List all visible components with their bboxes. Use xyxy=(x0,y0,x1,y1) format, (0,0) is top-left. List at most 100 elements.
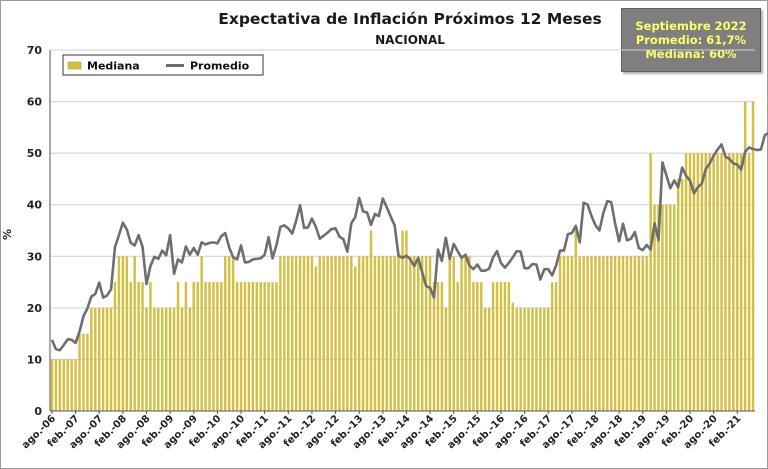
median-bar xyxy=(535,307,538,411)
median-bar xyxy=(598,256,601,411)
median-bar xyxy=(420,256,424,411)
x-axis-ticks: ago.-06feb.-07ago.-07feb.-08ago.-08feb.-… xyxy=(20,411,743,451)
median-bar xyxy=(279,256,282,411)
median-bar xyxy=(554,282,558,411)
median-bar xyxy=(239,282,243,411)
median-bar xyxy=(389,256,392,411)
median-bar xyxy=(369,230,373,411)
median-bar xyxy=(291,256,294,411)
median-bar xyxy=(743,101,747,411)
median-bar xyxy=(287,256,290,411)
legend: Mediana Promedio xyxy=(62,54,264,76)
median-bar xyxy=(153,307,156,411)
median-bar xyxy=(164,307,168,411)
median-bar xyxy=(712,153,715,411)
median-bar xyxy=(125,256,129,411)
median-bar xyxy=(62,359,65,411)
median-bar xyxy=(200,256,203,411)
median-bar xyxy=(483,307,487,411)
summary-box: Septiembre 2022 Promedio: 61,7% Mediana:… xyxy=(621,8,761,72)
median-bar xyxy=(629,256,633,411)
median-bar xyxy=(196,282,199,411)
median-bar xyxy=(338,256,341,411)
median-bar xyxy=(515,307,518,411)
legend-swatch-mediana xyxy=(67,61,82,70)
median-bar xyxy=(216,282,219,411)
median-bar xyxy=(625,256,629,411)
median-bar xyxy=(452,256,455,411)
median-bar xyxy=(680,178,684,411)
median-bar xyxy=(417,256,420,411)
median-bar xyxy=(318,256,322,411)
median-bar xyxy=(373,256,377,411)
median-bar xyxy=(346,256,349,411)
y-tick-label: 50 xyxy=(27,147,43,160)
median-bar xyxy=(739,153,743,411)
median-bar xyxy=(133,256,136,411)
median-bar xyxy=(354,266,357,411)
median-bar xyxy=(606,256,609,411)
average-line-group xyxy=(50,130,768,352)
median-bar xyxy=(192,282,195,411)
median-bar xyxy=(692,153,696,411)
median-bar xyxy=(224,256,227,411)
median-bar xyxy=(298,256,302,411)
median-bar xyxy=(227,256,231,411)
median-bar xyxy=(653,204,656,411)
chart-subtitle: NACIONAL xyxy=(375,33,445,47)
average-line xyxy=(50,130,768,352)
median-bar xyxy=(724,153,727,411)
median-bar xyxy=(621,256,625,411)
median-bar xyxy=(50,359,54,411)
median-bar xyxy=(432,282,436,411)
median-bar xyxy=(121,256,125,411)
median-bar xyxy=(448,256,451,411)
median-bar xyxy=(720,153,723,411)
median-bar xyxy=(444,307,448,411)
median-bar xyxy=(405,230,408,411)
median-bar xyxy=(267,282,270,411)
median-bar xyxy=(637,256,641,411)
median-bar xyxy=(306,256,310,411)
median-bar xyxy=(424,256,428,411)
median-bar xyxy=(574,230,578,411)
median-bar xyxy=(82,333,85,411)
median-bar xyxy=(676,178,680,411)
median-bar xyxy=(610,256,613,411)
median-bar xyxy=(212,282,215,411)
median-bar xyxy=(283,256,286,411)
median-bar xyxy=(188,307,192,411)
median-bar xyxy=(168,307,172,411)
median-bar xyxy=(708,153,711,411)
median-bar xyxy=(476,282,479,411)
median-bar xyxy=(86,333,89,411)
median-bar xyxy=(751,101,755,411)
median-bar xyxy=(357,256,361,411)
median-bar xyxy=(259,282,262,411)
median-bar xyxy=(499,282,503,411)
median-bar xyxy=(617,256,621,411)
legend-box xyxy=(62,54,264,76)
median-bar xyxy=(472,282,475,411)
median-bar xyxy=(440,282,444,411)
median-bar xyxy=(613,256,617,411)
median-bar xyxy=(456,282,459,411)
median-bar xyxy=(176,282,180,411)
median-bar xyxy=(180,307,184,411)
median-bars xyxy=(50,101,755,411)
chart-title: Expectativa de Inflación Próximos 12 Mes… xyxy=(218,10,602,28)
median-bar xyxy=(54,359,58,411)
median-bar xyxy=(684,153,688,411)
median-bar xyxy=(594,256,597,411)
y-tick-label: 30 xyxy=(27,250,43,263)
median-bar xyxy=(255,282,258,411)
median-bar xyxy=(570,256,574,411)
median-bar xyxy=(109,307,113,411)
y-tick-label: 40 xyxy=(27,199,43,212)
median-bar xyxy=(342,256,345,411)
median-bar xyxy=(550,282,554,411)
median-bar xyxy=(480,282,483,411)
median-bar xyxy=(519,307,522,411)
median-bar xyxy=(649,153,652,411)
median-bar xyxy=(385,256,388,411)
